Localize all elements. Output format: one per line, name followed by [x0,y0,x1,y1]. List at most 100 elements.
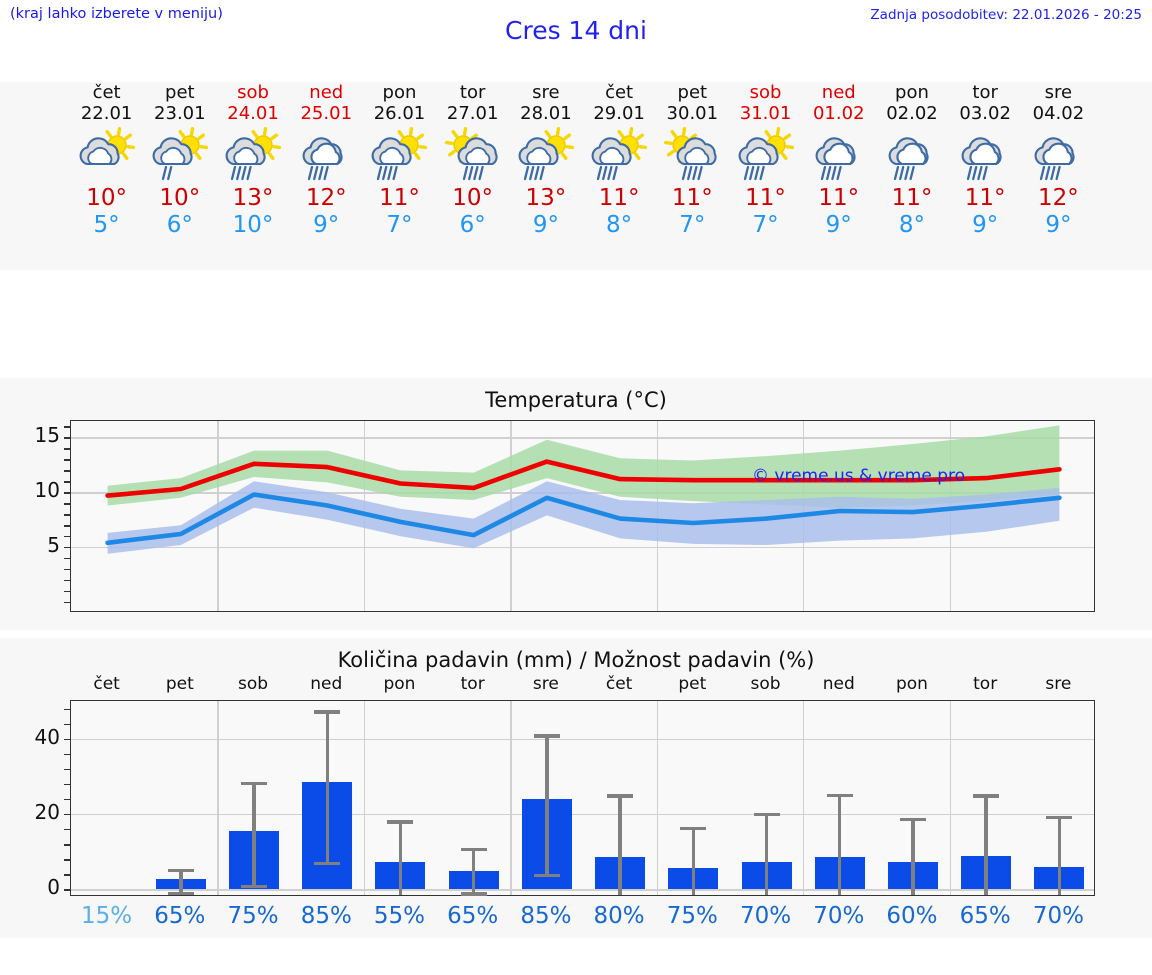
precipitation-day-label: pon [383,674,416,694]
y-axis-tick-label: 40 [34,724,60,749]
day-forecast-card[interactable]: sob 31.01 11° 7° [727,82,805,239]
day-forecast-card[interactable]: pet 30.01 11° 7° [653,82,731,239]
y-axis-tick [64,569,71,571]
precipitation-probability: 75% [666,903,718,929]
y-axis-tick [64,470,71,472]
precipitation-probability: 75% [227,903,279,929]
y-axis-tick-label: 5 [47,533,60,558]
day-forecast-card[interactable]: sob 24.01 13° 10° [214,82,292,239]
y-axis-tick [64,602,71,604]
precipitation-day-label: sre [1045,674,1072,694]
precipitation-day-label: ned [310,674,343,694]
sun-cloud-rain-icon [514,126,578,184]
day-date: 24.01 [227,103,279,124]
error-bar-cap-bottom [167,891,194,896]
day-of-week: pet [165,82,195,103]
temperature-line [105,492,1062,546]
weather-icon-wrap [946,128,1024,184]
min-temperature: 9° [532,212,559,238]
min-temperature: 9° [825,212,852,238]
precipitation-probability: 80% [593,903,645,929]
error-bar-line [1057,815,1062,895]
precipitation-probability: 70% [739,903,792,929]
temperature-series [105,425,1062,554]
day-forecast-card[interactable]: pon 26.01 11° 7° [360,82,438,239]
gridline-horizontal [71,437,1094,439]
day-date: 30.01 [666,103,719,124]
day-date: 31.01 [739,103,792,124]
max-temperature: 11° [964,185,1006,211]
day-date: 02.02 [886,103,938,124]
day-forecast-card[interactable]: tor 27.01 10° 6° [434,82,512,239]
precipitation-probability: 85% [520,903,572,929]
day-forecast-card[interactable]: pon 02.02 11° 8° [873,82,951,239]
day-date: 29.01 [593,103,645,124]
y-axis-tick [64,492,71,494]
error-bar-line [179,869,183,892]
precipitation-probability: 70% [813,903,865,929]
error-bar-cap-bottom [314,861,341,865]
day-date: 01.02 [812,103,865,124]
error-bar-line [471,847,476,893]
day-date: 22.01 [80,103,133,124]
min-temperature: 7° [386,212,413,238]
y-axis-tick [64,753,71,756]
weather-icon-wrap [360,126,438,184]
day-forecast-card[interactable]: sre 04.02 12° 9° [1019,82,1097,239]
gridline-horizontal [71,814,1094,816]
page-title: Cres 14 dni [505,16,647,45]
error-bar-cap-top [533,734,560,738]
min-temperature: 8° [898,212,926,238]
day-of-week: ned [821,82,856,103]
error-bar-line [618,794,622,895]
precipitation-probability: 70% [1032,903,1084,929]
day-date: 23.01 [154,103,206,124]
min-temperature: 10° [232,212,274,238]
precipitation-plot [64,700,1095,896]
error-bar-cap-top [314,710,341,714]
y-axis-tick [64,768,71,771]
error-bar-cap-top [826,793,853,798]
weather-icon-wrap [141,126,219,184]
y-axis-tick [64,783,71,786]
gridline-vertical [803,701,805,895]
day-forecast-card[interactable]: čet 29.01 11° 8° [580,82,658,239]
sun-cloud-icon [75,126,139,184]
y-axis-tick-label: 15 [34,423,60,448]
error-bar-cap-top [973,794,1000,798]
day-of-week: sre [1044,82,1073,103]
precipitation-probability: 65% [959,903,1011,929]
y-axis-tick [64,580,71,582]
day-of-week: pon [382,82,417,103]
day-forecast-card[interactable]: tor 03.02 11° 9° [946,82,1024,239]
precipitation-probability: 65% [154,903,206,929]
error-bar-cap-bottom [533,873,560,878]
precipitation-day-label: čet [605,674,633,694]
y-axis-tick [64,591,71,593]
y-axis-tick [64,859,71,861]
precipitation-day-label: sre [532,674,559,694]
day-forecast-card[interactable]: ned 01.02 11° 9° [800,82,878,239]
day-date: 04.02 [1032,103,1085,124]
day-forecast-card[interactable]: ned 25.01 12° 9° [287,82,365,239]
day-forecast-card[interactable]: čet 22.01 10° 5° [68,82,146,239]
weather-icon-wrap [68,126,146,184]
error-bar-cap-top [753,812,780,817]
y-axis-tick [64,558,71,560]
precipitation-day-label: pet [165,674,194,694]
sun-cloud-rain-icon [221,126,285,184]
precipitation-day-label: pet [678,674,707,694]
y-axis-tick [64,448,71,450]
weather-icon-wrap [214,126,292,184]
error-bar-line [984,794,988,895]
y-axis-tick [64,437,71,439]
top-bar: (kraj lahko izberete v meniju) Cres 14 d… [0,0,1152,72]
min-temperature: 6° [459,212,486,238]
error-bar-cap-bottom [241,884,268,889]
day-of-week: sre [532,82,560,103]
day-forecast-card[interactable]: sre 28.01 13° 9° [507,82,585,239]
y-axis-tick [64,514,71,516]
day-forecast-card[interactable]: pet 23.01 10° 6° [141,82,219,239]
y-axis-tick [64,799,71,801]
y-axis-tick [64,708,71,710]
